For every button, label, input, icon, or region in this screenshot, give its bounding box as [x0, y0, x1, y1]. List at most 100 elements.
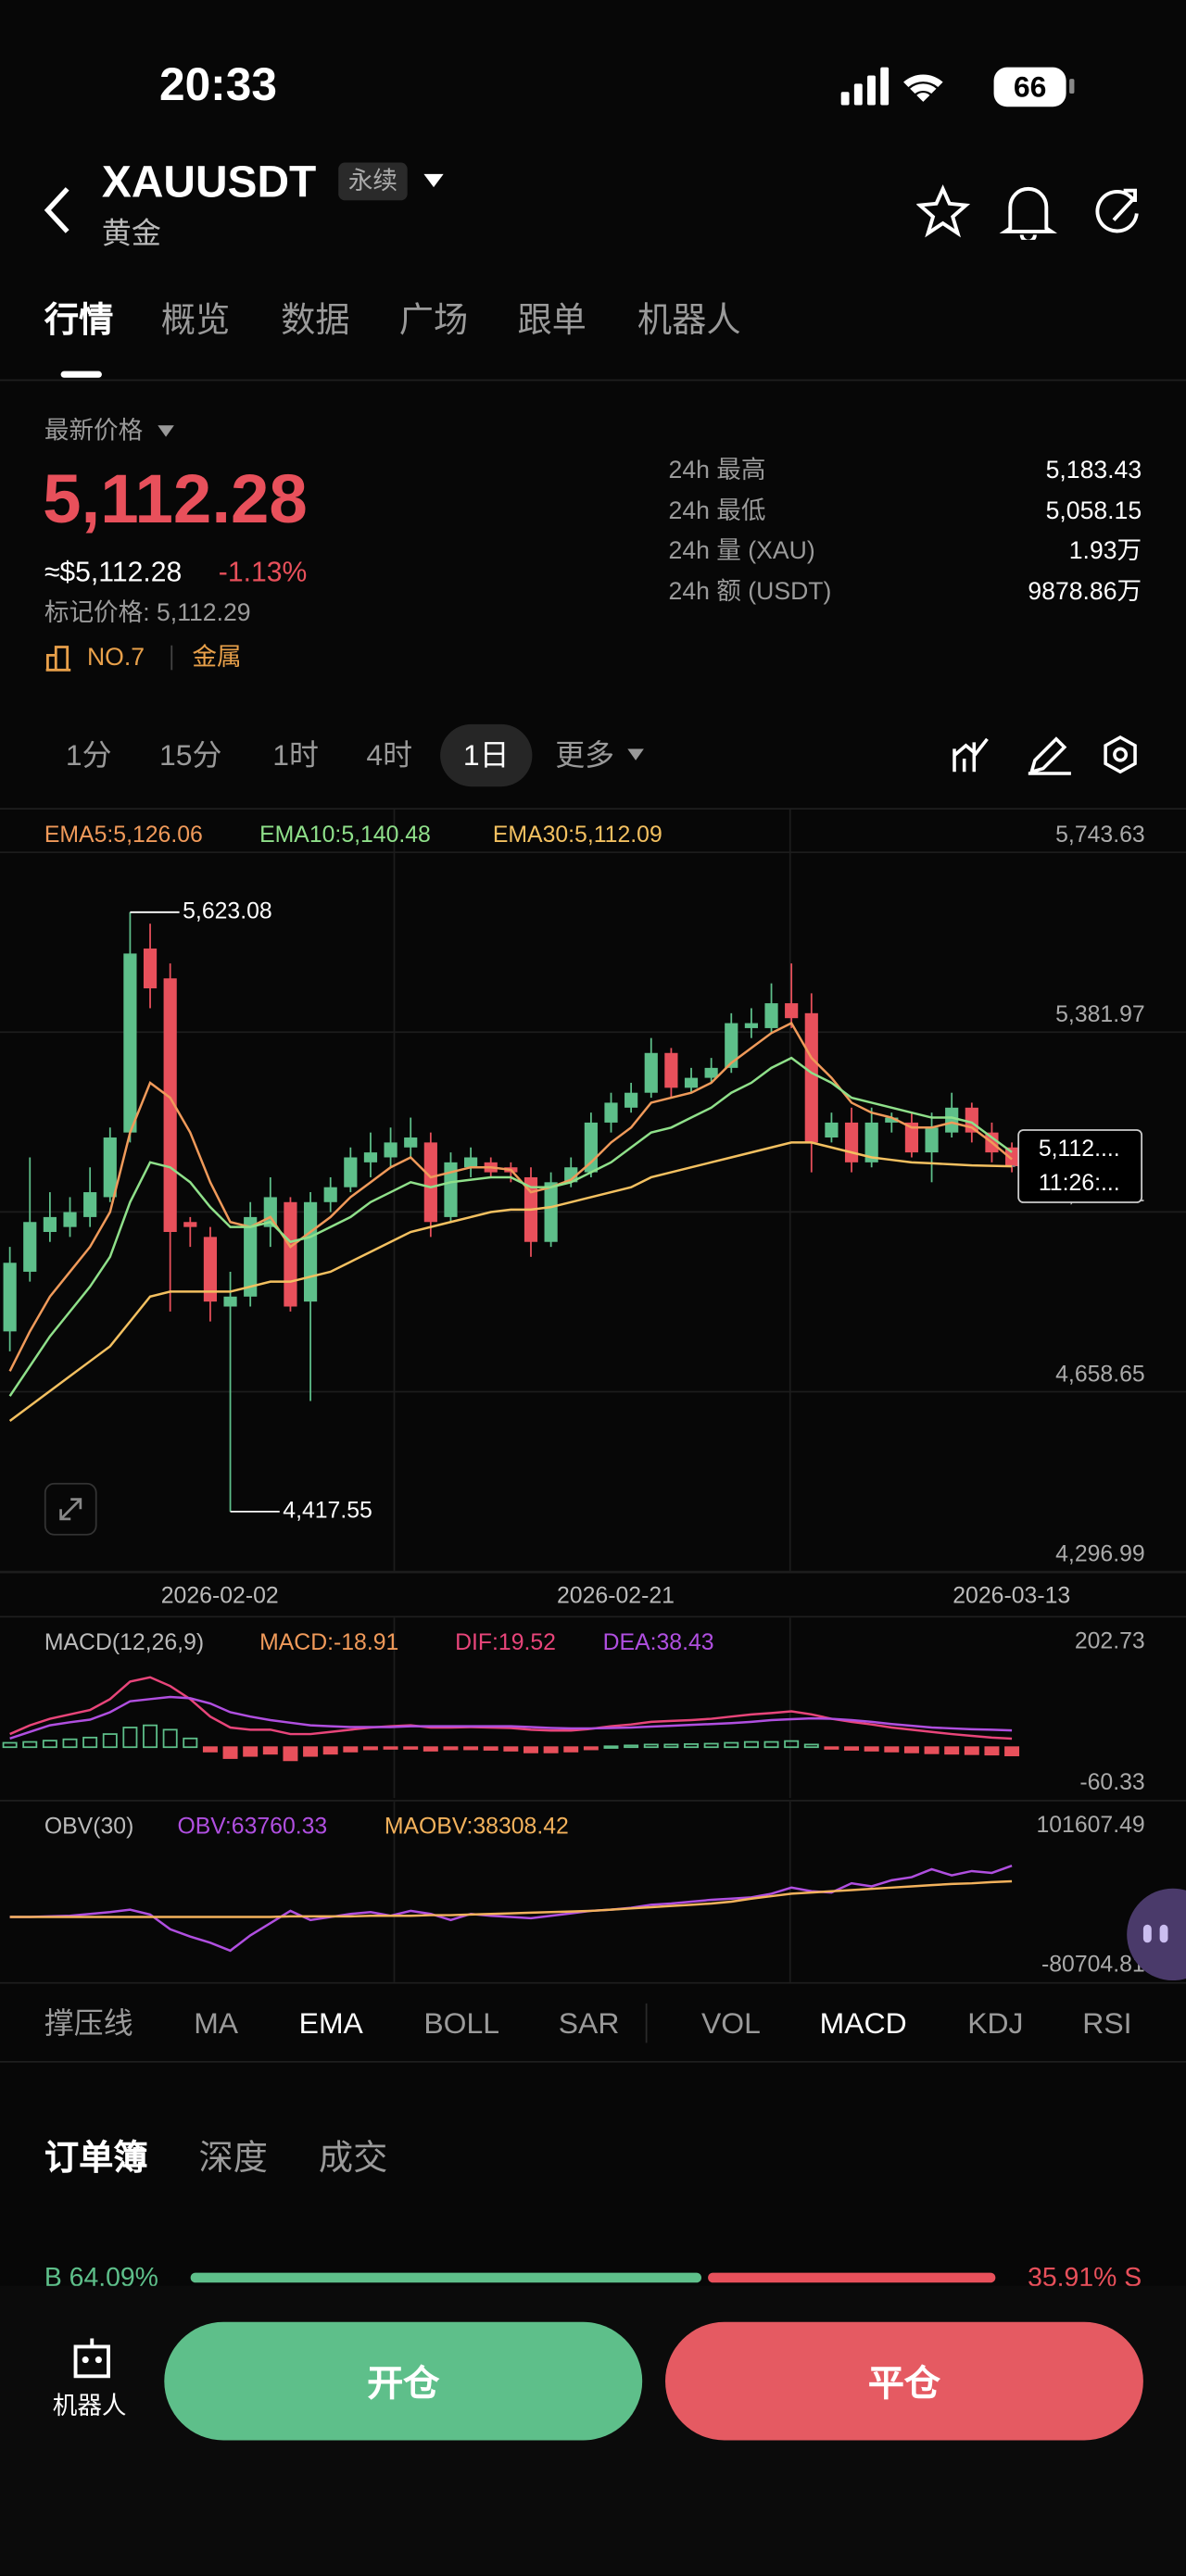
macd-bar: [383, 1746, 398, 1750]
macd-bar: [603, 1745, 619, 1749]
legend-entry: MACD:-18.91: [259, 1630, 398, 1655]
macd-bar: [102, 1733, 118, 1749]
share-icon[interactable]: [1095, 188, 1139, 233]
macd-bar: [884, 1746, 900, 1753]
candle-body: [785, 1003, 799, 1019]
timeframe-active[interactable]: 1日: [440, 723, 533, 787]
orderbook-tab[interactable]: 成交: [318, 2140, 388, 2178]
candle-body: [284, 1201, 297, 1307]
obv-chart: 101607.49 -80704.81 OBV(30) OBV:63760.33 MAO…: [9, 1801, 1145, 1982]
tab[interactable]: 概览: [160, 302, 231, 340]
macd-bar: [2, 1741, 18, 1749]
candle-body: [804, 1012, 818, 1143]
back-button[interactable]: [40, 184, 80, 237]
last-price-tag: [1017, 1129, 1143, 1203]
macd-bar: [663, 1743, 679, 1749]
fullscreen-button[interactable]: [44, 1482, 97, 1536]
candle-body: [684, 1077, 699, 1088]
last-price: 5,112.28: [43, 459, 308, 537]
candle-body: [864, 1122, 878, 1162]
divider: [0, 808, 1186, 810]
rank-icon: [45, 646, 71, 672]
candle-body: [103, 1137, 117, 1198]
macd-bar: [624, 1744, 639, 1749]
indicator-tab[interactable]: KDJ: [967, 2006, 1024, 2040]
candle-body: [725, 1023, 738, 1068]
timeframe-more[interactable]: 更多: [555, 738, 615, 773]
indicator-line: [9, 1879, 1013, 1918]
x-tick-label: 2026-02-21: [556, 1581, 675, 1608]
timeframe[interactable]: 4时: [366, 738, 413, 773]
candle-body: [604, 1102, 618, 1123]
macd-bar: [222, 1746, 238, 1759]
macd-bar: [283, 1746, 298, 1762]
candle-body: [925, 1127, 939, 1153]
macd-bar: [864, 1746, 879, 1752]
symbol[interactable]: XAUUSDT: [101, 157, 317, 207]
candle-body: [43, 1216, 57, 1233]
legend-entry: DEA:38.43: [603, 1630, 714, 1655]
candle-body: [3, 1263, 17, 1332]
indicator-tool[interactable]: [953, 737, 989, 773]
tab-divider: [645, 2003, 648, 2043]
candle-body: [143, 949, 158, 988]
indicator-tab[interactable]: SAR: [558, 2006, 620, 2040]
price-change: -1.13%: [218, 556, 308, 588]
macd-bar: [944, 1746, 960, 1755]
candle-body: [83, 1192, 97, 1217]
macd-bar: [143, 1724, 158, 1749]
candle-body: [945, 1107, 959, 1133]
orderbook-tab[interactable]: 订单簿: [44, 2140, 148, 2178]
tab-indicator: [60, 371, 102, 378]
status-icons: [840, 67, 943, 106]
y-tick-label: -80704.81: [1041, 1953, 1145, 1978]
divider: [0, 1800, 1186, 1802]
legend-entry: DIF:19.52: [455, 1630, 556, 1655]
candle-body: [564, 1167, 578, 1183]
indicator-tab[interactable]: MA: [194, 2006, 239, 2040]
indicator-tab[interactable]: MACD: [819, 2006, 907, 2040]
tab[interactable]: 跟单: [517, 302, 587, 340]
candle-body: [244, 1216, 258, 1297]
open-button[interactable]: 开仓: [164, 2321, 643, 2441]
macd-bar: [463, 1746, 479, 1751]
indicator-tab[interactable]: BOLL: [423, 2006, 500, 2040]
header-icons: [916, 184, 1139, 240]
y-tick-label: 5,381.97: [1055, 1002, 1145, 1027]
timeframe[interactable]: 1分: [65, 738, 112, 773]
tab[interactable]: 广场: [398, 302, 469, 340]
macd-bar: [844, 1746, 860, 1751]
robot-icon[interactable]: [69, 2335, 115, 2381]
sector[interactable]: 金属: [192, 643, 242, 672]
candle-body: [664, 1052, 678, 1088]
indicator-tab[interactable]: RSI: [1082, 2006, 1132, 2040]
alert-icon[interactable]: [999, 187, 1058, 240]
tab[interactable]: 机器人: [637, 302, 741, 340]
draw-tool[interactable]: [1028, 736, 1071, 775]
tab[interactable]: 数据: [281, 302, 350, 340]
symbol-dropdown[interactable]: [423, 172, 446, 189]
legend-entry: OBV(30): [44, 1815, 133, 1840]
candle-body: [444, 1162, 458, 1217]
settings-tool[interactable]: [1104, 735, 1137, 774]
tab[interactable]: 行情: [44, 302, 114, 340]
rank[interactable]: NO.7: [86, 643, 145, 672]
macd-bar: [362, 1746, 378, 1751]
favorite-icon[interactable]: [916, 184, 971, 238]
indicator-tab[interactable]: 撑压线: [44, 2006, 133, 2040]
indicator-tab[interactable]: EMA: [298, 2006, 363, 2040]
close-button[interactable]: 平仓: [665, 2321, 1143, 2441]
robot-label[interactable]: 机器人: [52, 2393, 127, 2421]
timeframe[interactable]: 1时: [272, 738, 319, 773]
y-tick-label: -60.33: [1079, 1770, 1144, 1795]
price-label-caret: [158, 425, 174, 437]
price-label[interactable]: 最新价格: [44, 417, 144, 446]
macd-bar: [22, 1740, 38, 1749]
orderbook-tab[interactable]: 深度: [198, 2140, 268, 2178]
timeframe[interactable]: 15分: [158, 738, 222, 773]
macd-bar: [964, 1746, 979, 1755]
macd-bar: [784, 1740, 800, 1749]
battery-tip: [1069, 79, 1075, 94]
macd-bar: [543, 1746, 559, 1753]
indicator-tab[interactable]: VOL: [701, 2006, 761, 2040]
